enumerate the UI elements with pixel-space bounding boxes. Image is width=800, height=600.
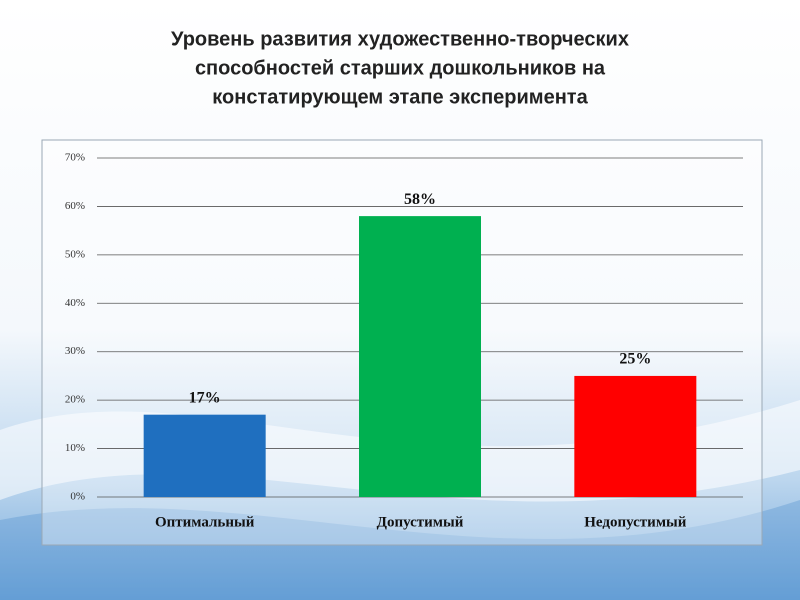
y-tick-label: 40%	[65, 297, 85, 309]
y-tick-label: 70%	[65, 152, 85, 164]
y-tick-label: 50%	[65, 248, 85, 260]
x-tick-label: Допустимый	[377, 514, 464, 530]
chart-title: способностей старших дошкольников на	[195, 57, 606, 79]
y-tick-label: 20%	[65, 394, 85, 406]
value-label: 25%	[619, 351, 651, 368]
y-tick-label: 60%	[65, 200, 85, 212]
chart-title: Уровень развития художественно-творчески…	[171, 28, 629, 50]
value-label: 17%	[189, 389, 221, 406]
bar	[143, 414, 266, 497]
wave	[0, 500, 800, 600]
x-tick-label: Недопустимый	[584, 514, 686, 530]
bar	[359, 216, 481, 497]
y-tick-label: 30%	[65, 345, 85, 357]
y-tick-label: 10%	[65, 442, 85, 454]
bar	[574, 375, 697, 497]
x-tick-label: Оптимальный	[155, 514, 255, 530]
value-label: 58%	[404, 191, 436, 208]
chart-title: констатирующем этапе эксперимента	[212, 86, 588, 108]
y-tick-label: 0%	[70, 491, 85, 503]
